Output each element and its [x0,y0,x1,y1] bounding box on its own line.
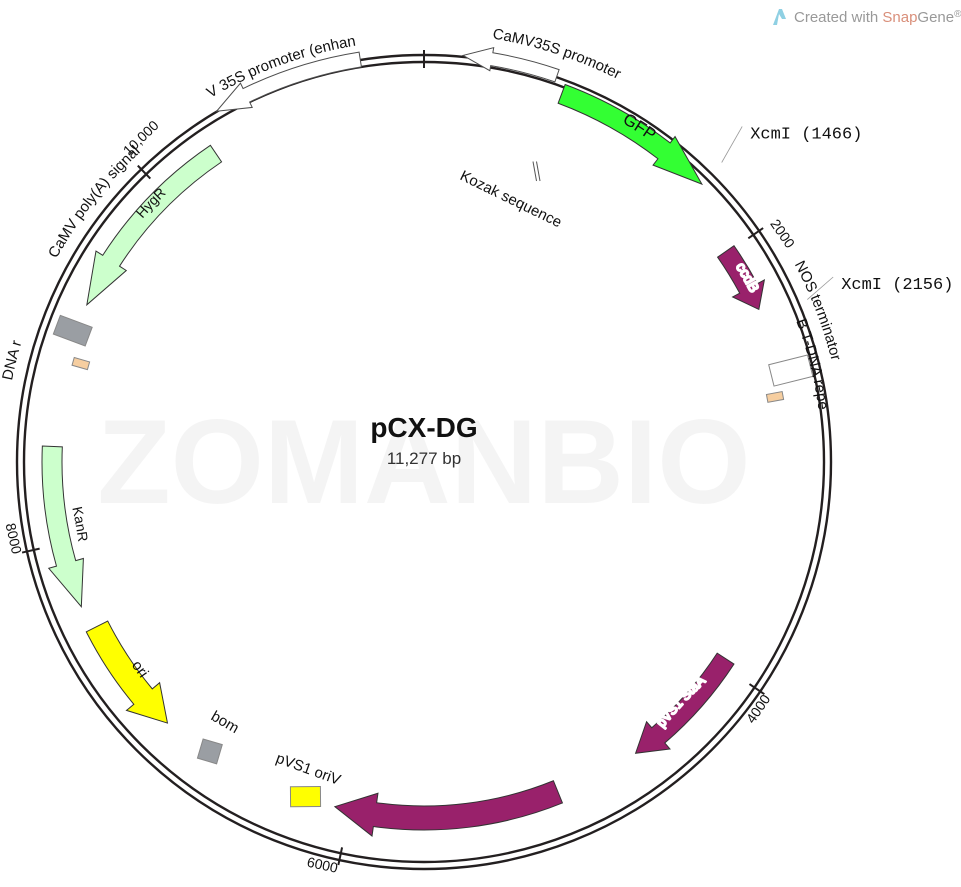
svg-text:bom: bom [208,708,242,737]
svg-text:LB T-DNA repeat: LB T-DNA repeat [0,0,25,382]
svg-text:CaMV 35S promoter (enhanced): CaMV 35S promoter (enhanced) [0,0,357,102]
svg-text:pVS1 oriV: pVS1 oriV [274,750,343,789]
svg-text:6000: 6000 [306,854,340,876]
svg-text:pVS1 RepA: pVS1 RepA [412,783,482,803]
svg-text:XcmI (1466): XcmI (1466) [750,126,862,145]
svg-text:ZOMANBIO: ZOMANBIO [97,395,750,529]
svg-text:Created with SnapGene®: Created with SnapGene® [794,9,961,26]
svg-text:2000: 2000 [767,216,798,251]
svg-text:XcmI (2156): XcmI (2156) [841,276,953,295]
svg-text:KanR: KanR [69,505,91,543]
svg-text:Kozak sequence: Kozak sequence [457,167,564,231]
